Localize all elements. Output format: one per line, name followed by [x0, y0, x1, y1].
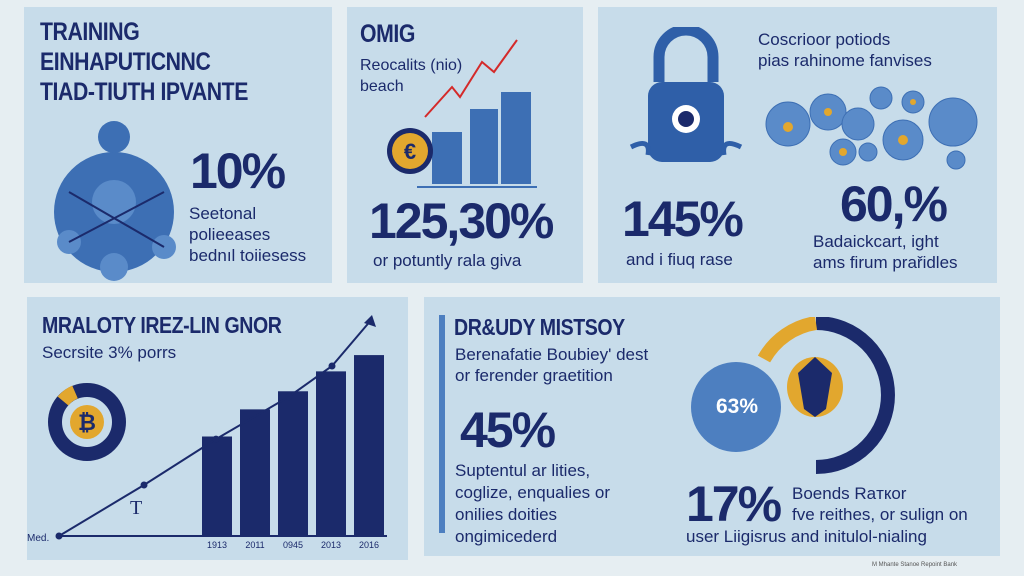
desc-line: polieeases	[189, 225, 271, 244]
x-tick-label: 2013	[321, 540, 341, 550]
desc-line: coglize, enqualies or	[455, 483, 610, 502]
bar	[278, 391, 308, 536]
trend-line	[58, 318, 373, 537]
globe-cluster-icon	[765, 86, 978, 170]
panel-security: Coscrioor potiods pias rahinome fanvises…	[598, 7, 997, 283]
stat2-value: 17%	[686, 476, 782, 532]
title-line: TIAD-TIUTH IPVANTE	[40, 78, 248, 106]
bar	[316, 371, 346, 536]
stat-description: Suptentul ar lities, coglize, enqualies …	[455, 460, 610, 548]
trend-line-icon: €	[387, 39, 537, 188]
desc-line: Badaickcart, ight	[813, 232, 939, 251]
x-tick-label: 2016	[359, 540, 379, 550]
desc-line: ongimicederd	[455, 527, 558, 546]
panel-title: OMIG	[360, 20, 415, 48]
x-tick-label: 0945	[283, 540, 303, 550]
panel-growth: OMIG Reocalits (nio) beach € 125,30% or …	[347, 7, 583, 283]
bitcoin-donut-icon: ₿	[48, 383, 126, 461]
bar	[354, 355, 384, 536]
panel-subtitle: Secrsite 3% porrs	[42, 343, 177, 362]
panel-title: TRAINING EINHAPUTICNNC TIAD-TIUTH IPVANT…	[40, 17, 248, 107]
heading-line: Coscrioor potiods	[758, 30, 891, 49]
subtitle-line: Berenafatie Boubiey' dest	[455, 345, 649, 364]
stat-left-value: 145%	[622, 191, 744, 247]
svg-text:₿: ₿	[78, 410, 96, 435]
stat-left-description: and i fiuq rase	[626, 250, 733, 269]
donut-chart	[691, 317, 895, 474]
axis-start-label: Med.	[27, 533, 50, 544]
desc-line: Boends Raткor	[792, 484, 907, 503]
desc-line: Suptentul ar lities,	[455, 461, 591, 480]
panel-study: DR&UDY MISTSOY Berenafatie Boubiey' dest…	[424, 297, 1000, 556]
title-line: EINHAPUTICNNC	[40, 48, 211, 76]
trend-point	[212, 435, 220, 443]
arrow-head-icon	[364, 315, 376, 327]
panel-subtitle: Berenafatie Boubiey' dest or ferender gr…	[455, 344, 648, 386]
subtitle-line: Reocalits (nio)	[360, 57, 463, 74]
stat2-footer: user Liigisrus and initulol-nialing	[686, 527, 927, 546]
x-tick-label: 2011	[245, 540, 264, 550]
x-tick-label: 1913	[207, 540, 227, 550]
panel-title: DR&UDY MISTSOY	[454, 314, 625, 340]
stat2-description: Boends Raткor fve reithes, or sulign on	[792, 483, 968, 525]
bar	[432, 132, 462, 184]
bar	[240, 409, 270, 536]
network-globe-icon	[54, 121, 176, 281]
donut-stat: 63%	[715, 395, 759, 418]
desc-line: bednıl toiiesess	[189, 246, 307, 265]
bar	[501, 92, 531, 184]
trend-point	[140, 481, 148, 489]
stat-right-value: 60,%	[840, 176, 948, 232]
desc-line: fve reithes, or sulign on	[792, 505, 968, 524]
stat-description: or potuntly rala giva	[373, 251, 522, 270]
subtitle-line: beach	[360, 78, 404, 95]
footer-credit: M Mhante Stanoe Repoint Bank	[872, 562, 958, 568]
title-line: TRAINING	[40, 18, 140, 46]
stat-value: 125,30%	[369, 193, 554, 249]
bar	[202, 436, 232, 536]
desc-line: ams firum prařidles	[813, 253, 958, 272]
accent-bar	[439, 315, 445, 533]
trend-point	[328, 362, 336, 370]
desc-line: onilies doities	[455, 505, 558, 524]
panel-chart: MRALOTY IREZ-LIN GNOR Secrsite 3% porrs …	[27, 297, 408, 560]
panel-subtitle: Reocalits (nio) beach	[360, 55, 462, 97]
bar	[470, 109, 498, 184]
panel-training: TRAINING EINHAPUTICNNC TIAD-TIUTH IPVANT…	[24, 7, 332, 283]
stat-right-description: Badaickcart, ight ams firum prařidles	[813, 231, 958, 273]
bar-line-chart: 1913 2011 0945 2013 2016	[55, 315, 387, 550]
padlock-icon	[629, 27, 743, 162]
trend-point	[55, 532, 63, 540]
svg-text:€: €	[404, 139, 416, 164]
panel-heading: Coscrioor potiods pias rahinome fanvises	[758, 29, 932, 71]
panel-title: MRALOTY IREZ-LIN GNOR	[42, 312, 282, 338]
heading-line: pias rahinome fanvises	[758, 51, 932, 70]
chart-mark: T	[130, 497, 143, 519]
trend-point	[285, 393, 293, 401]
stat-description: Seetonal polieeases bednıl toiiesess	[189, 203, 306, 266]
desc-line: Seetonal	[189, 204, 257, 223]
stat-value: 45%	[460, 402, 556, 458]
subtitle-line: or ferender graetition	[455, 366, 613, 385]
stat-value: 10%	[190, 143, 286, 199]
